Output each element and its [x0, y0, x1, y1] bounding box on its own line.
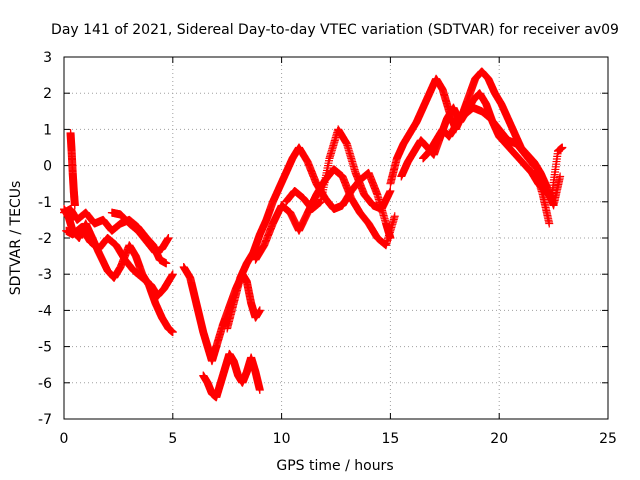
y-tick-label: -5: [38, 340, 52, 356]
data-point: [255, 386, 264, 395]
y-tick-label: -4: [38, 303, 52, 319]
x-tick-label: 10: [273, 431, 291, 447]
y-tick-label: -7: [38, 412, 52, 428]
data-point: [164, 234, 173, 242]
y-axis-label: SDTVAR / TECUs: [8, 181, 24, 296]
x-tick-label: 5: [168, 431, 177, 447]
y-tick-label: -1: [38, 195, 52, 211]
x-tick-label: 0: [60, 431, 69, 447]
data-point: [70, 201, 79, 210]
series-track-e: [179, 262, 264, 366]
x-axis-ticks: 0 5 10 15 20 25: [60, 57, 617, 447]
data-points: [60, 67, 567, 402]
x-axis-label: GPS time / hours: [276, 458, 393, 474]
x-tick-label: 20: [490, 431, 508, 447]
x-tick-label: 25: [599, 431, 617, 447]
series-track-l: [419, 103, 554, 228]
data-point: [168, 328, 177, 337]
data-point: [162, 259, 171, 268]
y-tick-label: 2: [43, 86, 52, 102]
data-point: [168, 270, 177, 279]
series-track-c: [62, 223, 177, 300]
y-tick-label: 3: [43, 50, 52, 66]
series-track-d: [107, 208, 173, 257]
y-tick-label: -3: [38, 267, 52, 283]
y-tick-label: -6: [38, 376, 52, 392]
series-track-f: [199, 349, 264, 402]
y-tick-label: 0: [43, 159, 52, 175]
y-axis-ticks: -7 -6 -5 -4 -3 -2 -1 0 1 2 3: [38, 50, 608, 428]
chart-title: Day 141 of 2021, Sidereal Day-to-day VTE…: [51, 22, 619, 38]
y-tick-label: -2: [38, 231, 52, 247]
y-tick-label: 1: [43, 122, 52, 138]
series-spike: [66, 129, 79, 210]
x-tick-label: 15: [381, 431, 399, 447]
data-point: [255, 306, 264, 315]
